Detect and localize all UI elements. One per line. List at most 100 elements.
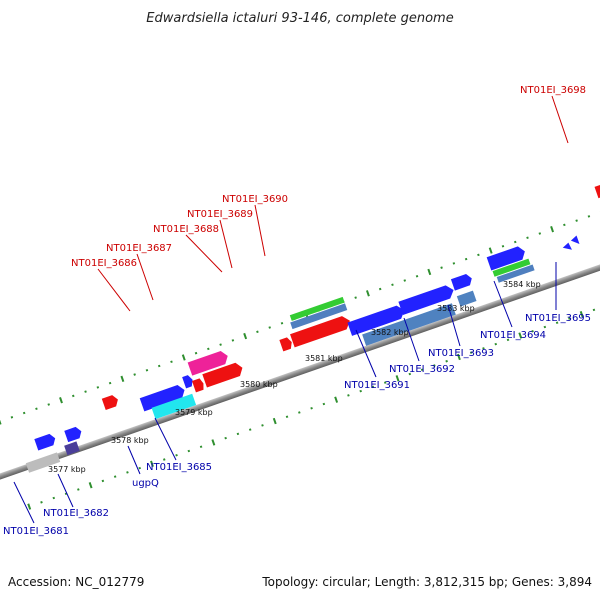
gene-arrow[interactable]: [486, 245, 527, 271]
minor-tick: [531, 330, 534, 333]
major-tick: [518, 332, 523, 339]
major-tick: [427, 268, 432, 276]
gene-arrow[interactable]: [279, 336, 293, 352]
major-tick: [150, 460, 154, 467]
gene-arrow[interactable]: [187, 349, 230, 376]
minor-tick: [433, 364, 436, 367]
minor-tick: [469, 351, 473, 354]
minor-tick: [513, 240, 517, 244]
minor-tick: [236, 432, 240, 436]
major-tick: [0, 418, 2, 425]
gene-arrow[interactable]: [570, 235, 580, 247]
gene-label[interactable]: NT01EI_3695: [525, 313, 591, 324]
gene-arrow[interactable]: [594, 180, 600, 199]
gene-label[interactable]: NT01EI_3694: [480, 330, 546, 341]
major-tick: [579, 311, 584, 318]
gene-arrow[interactable]: [182, 374, 194, 389]
minor-tick: [84, 390, 87, 393]
scale-labels: 3577 kbp 3578 kbp 3579 kbp 3580 kbp 3581…: [48, 280, 541, 474]
forward-dotted-ring: [0, 210, 600, 425]
minor-tick: [52, 496, 56, 500]
gene-arrow[interactable]: [456, 290, 477, 307]
major-tick: [365, 290, 370, 297]
major-tick: [120, 375, 125, 382]
minor-tick: [40, 501, 43, 504]
minor-tick: [408, 372, 412, 376]
minor-tick: [187, 449, 191, 453]
minor-tick: [145, 368, 149, 372]
minor-tick: [101, 479, 105, 483]
gene-arrow[interactable]: [64, 426, 83, 443]
minor-tick: [224, 436, 227, 440]
scale-label: 3584 kbp: [503, 280, 541, 289]
minor-tick: [464, 257, 468, 261]
gene-label[interactable]: NT01EI_3698: [520, 85, 586, 96]
gene-label[interactable]: NT01EI_3682: [43, 508, 109, 519]
minor-tick: [280, 321, 284, 325]
gene-arrow[interactable]: [290, 303, 348, 330]
gene-arrow[interactable]: [64, 441, 80, 456]
gene-arrow[interactable]: [151, 393, 197, 420]
major-tick: [456, 353, 461, 361]
minor-tick: [298, 411, 301, 414]
minor-tick: [231, 339, 235, 342]
gene-arrow[interactable]: [362, 303, 456, 346]
minor-tick: [248, 428, 252, 431]
minor-tick: [354, 296, 357, 299]
minor-tick: [482, 347, 485, 350]
minor-tick: [10, 416, 14, 419]
scale-label: 3581 kbp: [305, 354, 343, 363]
reverse-gene-labels: NT01EI_3681 NT01EI_3682 ugpQ NT01EI_3685…: [3, 313, 591, 537]
gene-label[interactable]: NT01EI_3691: [344, 380, 410, 391]
gene-label[interactable]: NT01EI_3690: [222, 194, 288, 205]
gene-arrow[interactable]: [290, 314, 352, 348]
gene-arrow[interactable]: [25, 452, 61, 473]
gene-arrow[interactable]: [289, 296, 345, 321]
gene-label[interactable]: NT01EI_3681: [3, 526, 69, 537]
gene-label[interactable]: NT01EI_3689: [187, 209, 253, 220]
minor-tick: [170, 360, 173, 363]
minor-tick: [538, 232, 542, 235]
minor-tick: [77, 488, 80, 491]
gene-label[interactable]: NT01EI_3687: [106, 243, 172, 254]
forward-genes: [25, 180, 600, 473]
genome-summary-text: Topology: circular; Length: 3,812,315 bp…: [261, 575, 592, 589]
gene-label[interactable]: NT01EI_3686: [71, 258, 137, 269]
minor-tick: [563, 223, 566, 227]
gene-arrow[interactable]: [562, 242, 572, 252]
gene-arrow[interactable]: [450, 273, 474, 291]
gene-arrow[interactable]: [101, 394, 120, 411]
gene-arrow[interactable]: [398, 283, 455, 315]
minor-tick: [555, 321, 559, 325]
minor-tick: [501, 245, 505, 248]
scale-label: 3579 kbp: [175, 408, 213, 417]
gene-arrow[interactable]: [492, 258, 531, 277]
gene-label[interactable]: NT01EI_3688: [153, 224, 219, 235]
gene-label[interactable]: ugpQ: [132, 478, 159, 489]
major-tick: [211, 439, 216, 446]
gene-label[interactable]: NT01EI_3693: [428, 348, 494, 359]
gene-arrow[interactable]: [191, 378, 205, 393]
gene-arrow[interactable]: [347, 304, 406, 336]
minor-tick: [526, 236, 529, 240]
scale-label: 3578 kbp: [111, 436, 149, 445]
minor-tick: [371, 385, 375, 389]
reverse-dotted-ring: [27, 308, 596, 510]
genome-backbone: [0, 205, 600, 481]
major-tick: [395, 375, 400, 382]
gene-label[interactable]: NT01EI_3685: [146, 462, 212, 473]
minor-tick: [126, 471, 129, 474]
minor-tick: [568, 317, 571, 320]
minor-tick: [96, 386, 100, 389]
gene-arrow[interactable]: [139, 383, 187, 412]
minor-tick: [420, 368, 424, 372]
minor-tick: [133, 373, 136, 376]
minor-tick: [477, 253, 480, 257]
gene-arrow[interactable]: [202, 361, 244, 388]
minor-tick: [194, 351, 198, 355]
scale-label: 3577 kbp: [48, 465, 86, 474]
gene-label[interactable]: NT01EI_3692: [389, 364, 455, 375]
gene-arrow[interactable]: [34, 433, 57, 451]
gene-arrow[interactable]: [496, 264, 535, 283]
